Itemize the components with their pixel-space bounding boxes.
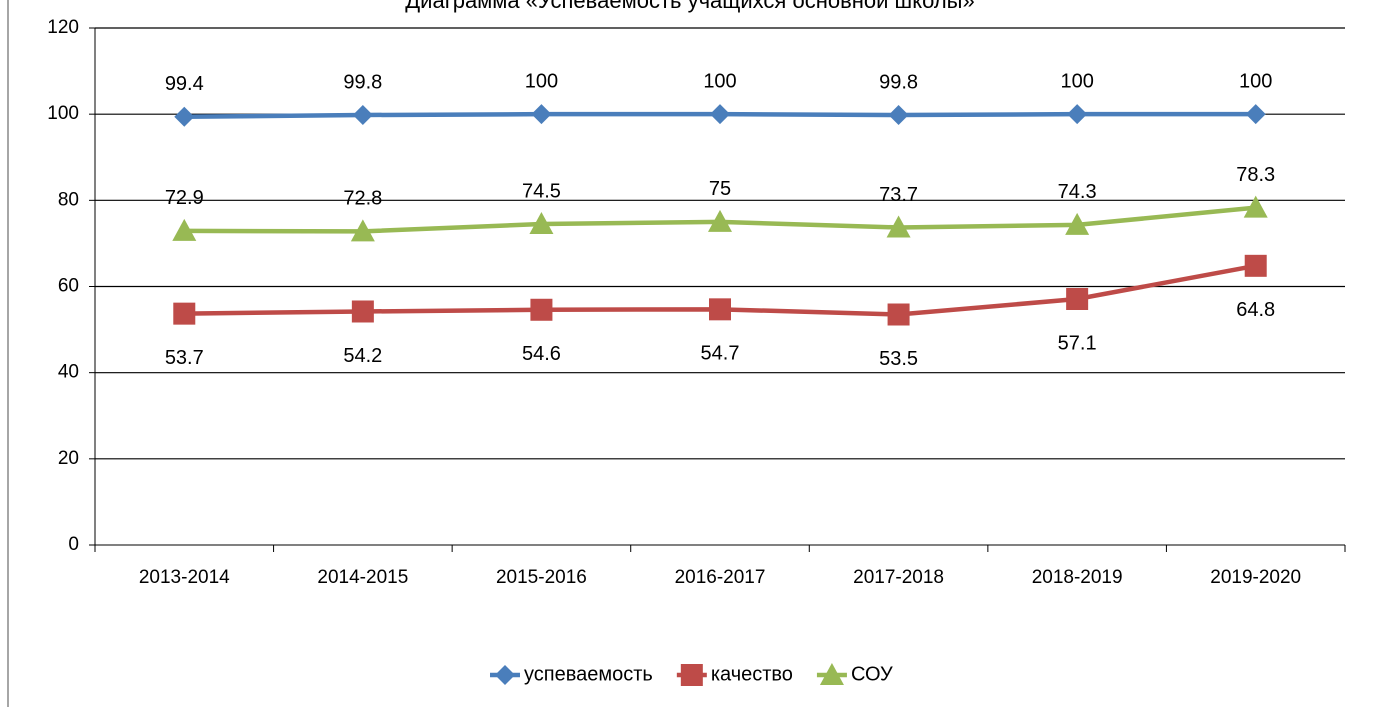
point-marker — [1066, 287, 1089, 310]
legend-label: СОУ — [851, 663, 893, 685]
data-label: 73.7 — [879, 184, 918, 206]
point-marker — [1243, 195, 1268, 218]
x-tick-label: 2013-2014 — [139, 567, 230, 588]
data-label: 75 — [709, 178, 731, 200]
x-tick-label: 2017-2018 — [853, 567, 944, 588]
y-tick-label: 80 — [58, 189, 79, 210]
y-tick-label: 0 — [68, 534, 79, 555]
point-marker — [530, 298, 553, 321]
y-tick-label: 120 — [47, 17, 79, 38]
data-label: 53.7 — [165, 347, 204, 369]
data-label: 100 — [1239, 70, 1272, 92]
chart-title: Диаграмма «Успеваемость учащихся основно… — [405, 0, 974, 13]
x-tick-label: 2016-2017 — [675, 567, 766, 588]
data-label: 100 — [703, 70, 736, 92]
y-tick-label: 100 — [47, 103, 79, 124]
legend-label: качество — [711, 663, 793, 685]
data-label: 72.9 — [165, 187, 204, 209]
point-marker — [887, 303, 910, 326]
point-marker — [172, 218, 197, 241]
data-label: 72.8 — [343, 188, 382, 210]
point-marker — [1065, 212, 1090, 235]
data-label: 57.1 — [1058, 332, 1097, 354]
legend-marker — [680, 664, 703, 686]
data-label: 53.5 — [879, 348, 918, 370]
x-tick-label: 2015-2016 — [496, 567, 587, 588]
y-tick-label: 40 — [58, 362, 79, 383]
point-marker — [1245, 104, 1266, 125]
point-marker — [174, 106, 195, 127]
point-marker — [1244, 254, 1267, 277]
y-tick-label: 60 — [58, 276, 79, 297]
point-marker — [173, 302, 196, 325]
point-marker — [350, 219, 375, 242]
point-marker — [351, 300, 374, 323]
point-marker — [888, 105, 909, 126]
point-marker — [710, 104, 730, 125]
legend-label: успеваемость — [524, 663, 653, 685]
data-label: 100 — [1060, 70, 1093, 92]
data-label: 54.7 — [701, 343, 740, 365]
data-label: 99.4 — [165, 73, 204, 95]
data-label: 78.3 — [1236, 164, 1275, 186]
y-tick-label: 20 — [58, 448, 79, 469]
point-marker — [352, 105, 373, 126]
x-tick-label: 2018-2019 — [1032, 567, 1123, 588]
point-marker — [529, 212, 554, 235]
x-tick-label: 2014-2015 — [317, 567, 408, 588]
data-label: 74.5 — [522, 180, 561, 202]
data-label: 64.8 — [1236, 299, 1275, 321]
data-label: 74.3 — [1058, 181, 1097, 203]
data-label: 54.2 — [343, 345, 382, 367]
legend-marker — [819, 663, 844, 685]
data-label: 99.8 — [879, 71, 918, 93]
chart-frame — [7, 0, 9, 707]
data-label: 99.8 — [343, 71, 382, 93]
point-marker — [886, 215, 911, 238]
point-marker — [709, 298, 731, 321]
legend-marker — [495, 665, 515, 685]
data-label: 100 — [525, 70, 558, 92]
x-tick-label: 2019-2020 — [1210, 567, 1301, 588]
point-marker — [531, 104, 552, 125]
data-label: 54.6 — [522, 343, 561, 365]
point-marker — [708, 209, 732, 232]
point-marker — [1067, 104, 1088, 125]
